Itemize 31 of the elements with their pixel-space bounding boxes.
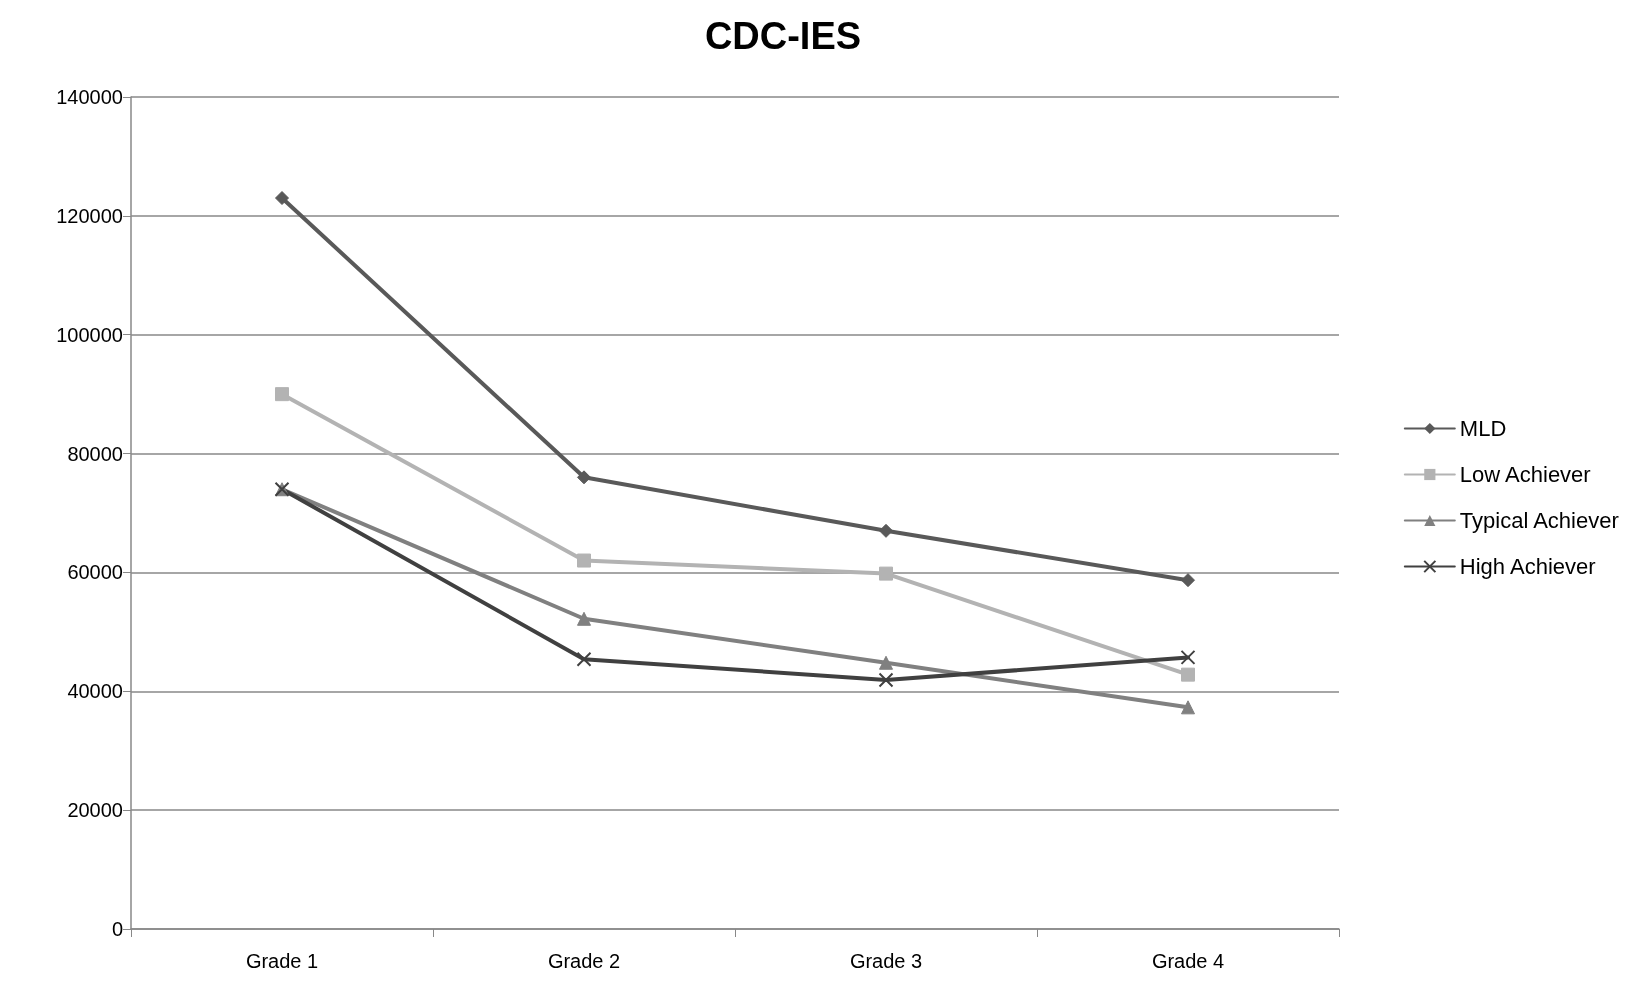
point bbox=[275, 191, 289, 206]
point bbox=[1181, 667, 1195, 682]
legend-label: Typical Achiever bbox=[1459, 508, 1619, 533]
point bbox=[1181, 700, 1195, 715]
y-tick-label: 100000 bbox=[56, 323, 123, 346]
point bbox=[879, 655, 893, 670]
legend-label: Low Achiever bbox=[1459, 462, 1591, 487]
point bbox=[577, 553, 591, 568]
y-tick-label: 80000 bbox=[67, 442, 123, 465]
legend-label: High Achiever bbox=[1459, 554, 1596, 579]
point bbox=[275, 387, 289, 402]
point bbox=[577, 470, 591, 485]
x-tick-label: Grade 3 bbox=[849, 950, 923, 972]
x-tick-label: Grade 2 bbox=[547, 950, 621, 972]
point bbox=[878, 672, 894, 688]
chart-title: CDC-IES bbox=[704, 15, 862, 57]
point bbox=[879, 566, 893, 581]
y-tick-label: 120000 bbox=[56, 204, 123, 227]
point bbox=[576, 651, 592, 667]
y-tick-label: 140000 bbox=[56, 86, 123, 108]
y-tick-label: 60000 bbox=[67, 561, 123, 584]
point bbox=[577, 611, 591, 626]
point bbox=[1180, 649, 1196, 665]
y-tick-label: 20000 bbox=[67, 799, 123, 822]
x-tick-label: Grade 4 bbox=[1151, 950, 1225, 972]
y-tick-label: 40000 bbox=[67, 680, 123, 703]
legend-label: MLD bbox=[1459, 416, 1507, 441]
x-tick-label: Grade 1 bbox=[245, 950, 319, 972]
y-tick-label: 0 bbox=[111, 918, 123, 940]
point bbox=[879, 523, 893, 538]
point bbox=[1181, 573, 1195, 588]
